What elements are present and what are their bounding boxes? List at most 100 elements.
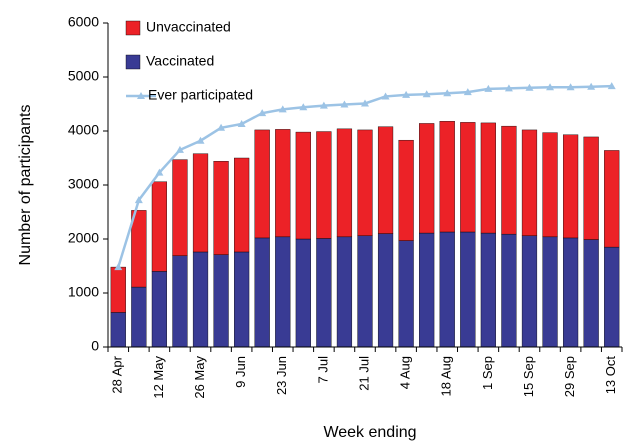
x-tick-label: 7 Jul	[315, 356, 330, 384]
bar	[316, 131, 332, 239]
x-tick-label: 26 May	[192, 356, 207, 399]
bar	[377, 126, 394, 234]
bar	[254, 129, 270, 239]
y-tick-label: 1000	[68, 284, 99, 300]
line-marker	[504, 84, 513, 92]
bar	[501, 125, 517, 235]
bar	[357, 129, 373, 236]
x-tick-label: 21 Jul	[356, 356, 371, 391]
bar	[234, 157, 250, 253]
bar	[192, 251, 209, 348]
bar	[521, 235, 538, 348]
line-marker	[546, 83, 555, 91]
bar	[110, 312, 126, 348]
bar	[254, 237, 270, 348]
line-marker	[566, 83, 575, 91]
bar	[172, 159, 188, 256]
bar	[562, 237, 579, 348]
bar	[419, 232, 435, 348]
bar	[377, 233, 394, 348]
legend-label: Ever participated	[148, 87, 253, 103]
x-tick-label: 15 Sep	[521, 356, 536, 397]
line-marker	[525, 83, 534, 91]
bar	[131, 286, 147, 348]
line-marker	[607, 82, 616, 90]
bar	[357, 235, 373, 348]
bar	[604, 246, 620, 348]
line-marker	[258, 109, 267, 117]
line-marker	[196, 136, 205, 144]
line-marker	[217, 123, 226, 131]
bar	[419, 123, 435, 234]
bar	[275, 129, 291, 238]
legend-swatch	[125, 20, 141, 36]
y-tick-label: 2000	[68, 230, 99, 246]
line-marker	[361, 99, 369, 107]
bar	[295, 238, 311, 348]
line-marker	[175, 145, 184, 153]
bar	[192, 153, 209, 253]
x-axis-title: Week ending	[323, 424, 416, 441]
line-marker	[319, 101, 328, 109]
line-marker	[155, 168, 164, 176]
y-tick-label: 4000	[68, 122, 99, 138]
bar	[604, 150, 620, 248]
bar	[439, 231, 455, 348]
bar	[275, 236, 291, 348]
bar	[460, 122, 476, 233]
x-tick-label: 28 Apr	[110, 355, 125, 393]
bar	[172, 255, 188, 348]
line-marker	[340, 100, 349, 108]
line-marker	[278, 105, 287, 113]
bar	[110, 266, 126, 313]
bar	[213, 161, 229, 255]
legend-label: Vaccinated	[146, 53, 214, 69]
bar	[583, 239, 599, 348]
bar	[398, 139, 414, 241]
bar	[521, 129, 538, 236]
x-tick-label: 1 Sep	[480, 356, 495, 390]
x-tick-label: 9 Jun	[233, 356, 248, 388]
x-tick-label: 29 Sep	[562, 356, 577, 397]
line-marker	[134, 196, 143, 204]
bar	[234, 251, 250, 348]
line-marker	[463, 88, 472, 96]
line-marker	[422, 90, 431, 98]
bar	[336, 236, 353, 348]
bar	[336, 128, 353, 238]
bar	[501, 233, 517, 348]
bar	[295, 131, 311, 240]
bar	[480, 122, 496, 234]
bar	[213, 254, 229, 348]
line-marker	[484, 84, 493, 92]
bar	[480, 232, 496, 348]
y-tick-label: 5000	[68, 68, 99, 84]
line-marker	[587, 82, 596, 90]
legend-marker	[137, 92, 145, 99]
bar	[151, 271, 168, 348]
bar	[542, 132, 558, 238]
y-axis-title: Number of participants	[17, 105, 34, 266]
bar	[542, 236, 558, 348]
x-tick-label: 23 Jun	[274, 356, 289, 395]
y-tick-label: 0	[91, 338, 99, 354]
x-tick-label: 12 May	[151, 356, 166, 399]
bar	[398, 240, 414, 348]
y-tick-label: 3000	[68, 176, 99, 192]
bar	[316, 238, 332, 348]
line-marker	[381, 92, 390, 100]
legend-swatch	[125, 54, 141, 70]
line-marker	[114, 263, 123, 271]
line-marker	[402, 90, 411, 98]
bar	[460, 231, 476, 348]
x-tick-label: 4 Aug	[398, 356, 413, 389]
y-tick-label: 6000	[68, 14, 99, 30]
line-marker	[443, 89, 452, 97]
legend-label: Unvaccinated	[146, 19, 231, 35]
bar	[131, 210, 147, 288]
bar	[439, 121, 455, 233]
x-tick-label: 13 Oct	[603, 356, 618, 395]
bar	[583, 136, 599, 240]
bar	[562, 134, 579, 239]
